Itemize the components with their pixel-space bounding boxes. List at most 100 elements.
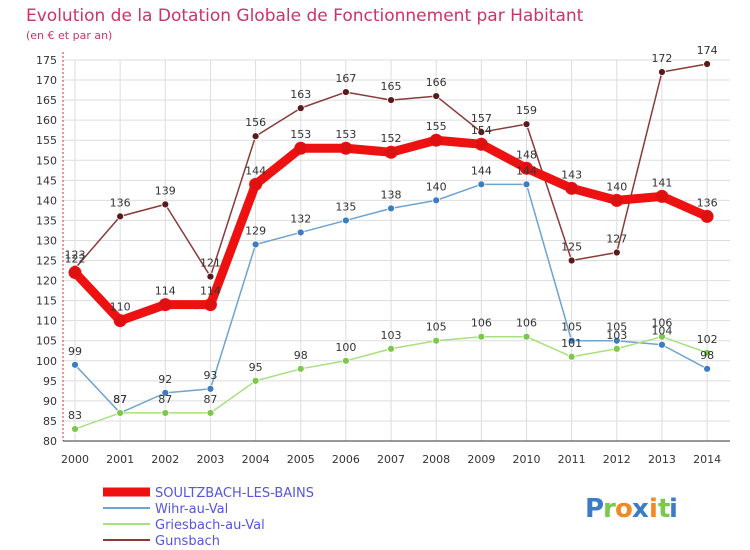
data-label: 166 bbox=[426, 76, 447, 89]
data-point bbox=[522, 180, 531, 189]
data-label: 123 bbox=[65, 249, 86, 262]
chart-subtitle: (en € et par an) bbox=[26, 29, 112, 42]
data-label: 99 bbox=[68, 345, 82, 358]
data-point bbox=[658, 68, 666, 76]
data-point bbox=[658, 332, 666, 341]
data-label: 98 bbox=[294, 349, 308, 362]
data-point bbox=[387, 96, 395, 105]
data-point bbox=[339, 141, 353, 155]
logo-letter: i bbox=[649, 494, 658, 524]
data-point bbox=[296, 104, 305, 113]
data-label: 143 bbox=[561, 168, 582, 181]
data-point bbox=[703, 60, 711, 68]
data-point bbox=[610, 193, 624, 207]
data-point bbox=[522, 120, 531, 129]
data-point bbox=[565, 181, 579, 195]
legend-label: SOULTZBACH-LES-BAINS bbox=[155, 486, 314, 501]
data-point bbox=[296, 228, 305, 237]
y-tick-label: 95 bbox=[43, 375, 57, 388]
data-label: 136 bbox=[110, 196, 131, 209]
data-label: 136 bbox=[697, 196, 718, 209]
x-tick-label: 2012 bbox=[603, 453, 631, 466]
data-label: 110 bbox=[110, 301, 131, 314]
data-point bbox=[206, 272, 215, 281]
data-label: 105 bbox=[426, 321, 447, 334]
y-tick-label: 160 bbox=[36, 114, 57, 127]
data-label: 144 bbox=[245, 164, 266, 177]
data-label: 144 bbox=[516, 164, 537, 177]
data-label: 106 bbox=[516, 317, 537, 330]
data-point bbox=[432, 336, 441, 345]
x-tick-label: 2007 bbox=[377, 453, 405, 466]
data-point bbox=[658, 340, 666, 349]
data-point bbox=[249, 177, 263, 191]
data-label: 153 bbox=[335, 128, 356, 141]
series-group bbox=[68, 60, 714, 433]
data-labels: 123 136 139 121 156 163 167 165 166 157 159 125 127 1… bbox=[65, 44, 718, 422]
data-point bbox=[522, 332, 531, 341]
data-label: 95 bbox=[249, 361, 263, 374]
logo-letter: x bbox=[632, 494, 649, 524]
legend-label: Wihr-au-Val bbox=[155, 502, 228, 517]
data-point bbox=[520, 161, 533, 175]
data-label: 127 bbox=[606, 233, 627, 246]
data-point bbox=[206, 384, 215, 393]
legend: SOULTZBACH-LES-BAINSWihr-au-ValGriesbach… bbox=[103, 486, 314, 549]
data-label: 87 bbox=[113, 393, 127, 406]
x-tick-label: 2008 bbox=[422, 453, 450, 466]
x-tick-label: 2014 bbox=[693, 453, 721, 466]
data-point bbox=[567, 336, 576, 345]
data-label: 138 bbox=[381, 188, 402, 201]
data-label: 92 bbox=[158, 373, 172, 386]
data-label: 140 bbox=[606, 180, 627, 193]
y-tick-label: 135 bbox=[36, 214, 57, 227]
data-label: 155 bbox=[426, 120, 447, 133]
data-point bbox=[387, 344, 395, 353]
data-point bbox=[474, 137, 488, 151]
data-point bbox=[703, 364, 711, 373]
data-label: 167 bbox=[335, 72, 356, 85]
data-point bbox=[387, 204, 395, 213]
data-point bbox=[432, 196, 441, 205]
data-point bbox=[116, 212, 125, 221]
data-label: 102 bbox=[697, 333, 718, 346]
data-label: 106 bbox=[471, 317, 492, 330]
y-tick-label: 80 bbox=[43, 435, 57, 448]
data-label: 159 bbox=[516, 104, 537, 117]
data-label: 100 bbox=[335, 341, 356, 354]
data-point bbox=[477, 128, 486, 137]
data-label: 104 bbox=[651, 325, 672, 338]
data-point bbox=[161, 200, 170, 209]
y-tick-label: 140 bbox=[36, 194, 57, 207]
data-label: 157 bbox=[471, 112, 492, 125]
data-point bbox=[703, 348, 711, 357]
data-point bbox=[612, 344, 621, 353]
data-label: 114 bbox=[200, 285, 221, 298]
data-point bbox=[655, 189, 669, 203]
data-point bbox=[203, 298, 217, 312]
legend-label: Gunsbach bbox=[155, 534, 220, 549]
data-label: 132 bbox=[290, 212, 311, 225]
x-tick-label: 2006 bbox=[332, 453, 360, 466]
data-label: 172 bbox=[651, 52, 672, 65]
data-label: 105 bbox=[606, 321, 627, 334]
data-label: 101 bbox=[561, 337, 582, 350]
data-label: 129 bbox=[245, 224, 266, 237]
data-label: 144 bbox=[471, 164, 492, 177]
y-tick-label: 125 bbox=[36, 255, 57, 268]
data-point bbox=[296, 364, 305, 373]
x-tick-label: 2001 bbox=[106, 453, 134, 466]
y-axis-ticks: 80 85 90 95 100 105 110 115 120 125 130 135 140 145 15… bbox=[36, 54, 57, 448]
y-tick-label: 115 bbox=[36, 295, 57, 308]
y-tick-label: 165 bbox=[36, 94, 57, 107]
y-tick-label: 90 bbox=[43, 395, 57, 408]
data-point bbox=[206, 409, 215, 417]
data-label: 87 bbox=[203, 393, 217, 406]
data-label: 156 bbox=[245, 116, 266, 129]
data-label: 148 bbox=[516, 148, 537, 161]
data-point bbox=[158, 298, 172, 312]
data-label: 165 bbox=[381, 80, 402, 93]
data-label: 121 bbox=[200, 257, 221, 270]
data-point bbox=[477, 180, 486, 189]
